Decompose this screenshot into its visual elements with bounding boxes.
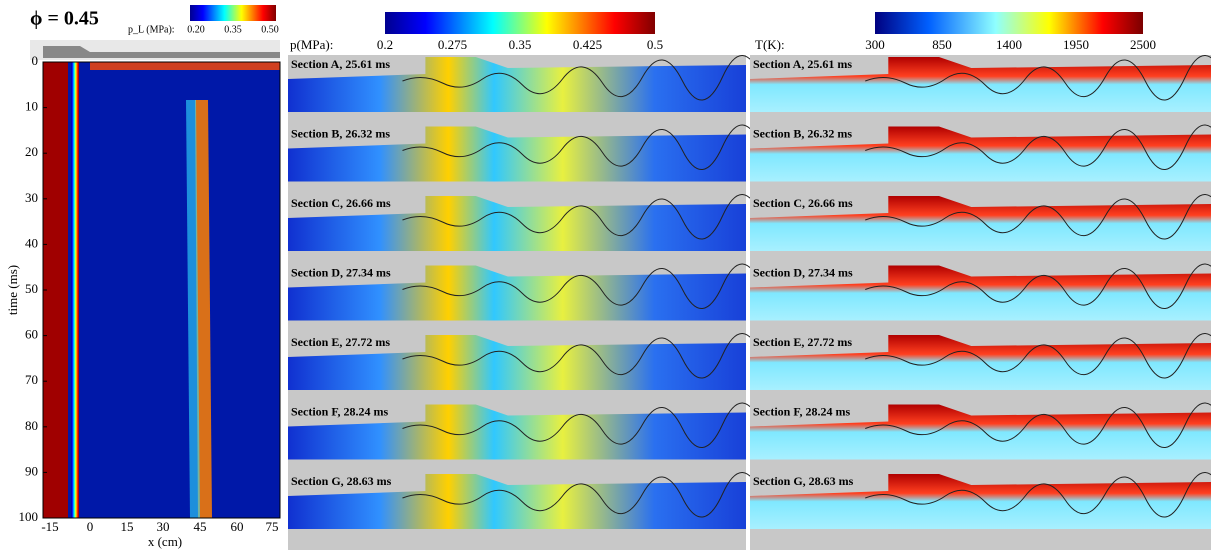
x-tick-label: 30 xyxy=(157,519,170,534)
panel-title: ϕ = 0.45 xyxy=(30,8,99,30)
section-label: Section G, 28.63 ms xyxy=(753,474,854,488)
y-tick-label: 40 xyxy=(25,235,38,250)
section-label: Section B, 26.32 ms xyxy=(753,126,852,140)
y-axis-label: time (ms) xyxy=(5,265,20,315)
colorbar-tick-label: 0.20 xyxy=(187,24,205,35)
x-tick-label: -15 xyxy=(41,519,58,534)
section-label: Section F, 28.24 ms xyxy=(753,404,851,418)
colorbar-tick-label: 0.425 xyxy=(573,37,602,52)
colorbar-tick-label: 0.2 xyxy=(377,37,393,52)
section-label: Section E, 27.72 ms xyxy=(753,335,852,349)
figure: ϕ = 0.45 p_L (MPa): time (ms) x (cm) p(M… xyxy=(0,0,1211,550)
colorbar-tick-label: 0.35 xyxy=(509,37,532,52)
y-tick-label: 70 xyxy=(25,372,38,387)
section-label: Section F, 28.24 ms xyxy=(291,404,389,418)
section-label: Section A, 25.61 ms xyxy=(753,57,852,71)
y-tick-label: 0 xyxy=(32,53,39,68)
section-label: Section E, 27.72 ms xyxy=(291,335,390,349)
section-label: Section B, 26.32 ms xyxy=(291,126,390,140)
separator xyxy=(748,0,750,550)
y-tick-label: 50 xyxy=(25,281,38,296)
colorbar-label: p(MPa): xyxy=(290,37,333,52)
colorbar-tick-label: 1400 xyxy=(996,37,1022,52)
section-label: Section C, 26.66 ms xyxy=(291,196,391,210)
xt-top xyxy=(90,62,280,70)
colorbar-tick-label: 0.275 xyxy=(438,37,467,52)
y-tick-label: 30 xyxy=(25,190,38,205)
colorbar-tick-label: 2500 xyxy=(1130,37,1156,52)
xt-band xyxy=(71,62,79,518)
colorbar-label: p_L (MPa): xyxy=(128,24,175,35)
y-tick-label: 10 xyxy=(25,99,38,114)
colorbar-tick-label: 0.50 xyxy=(261,24,279,35)
section-label: Section D, 27.34 ms xyxy=(753,265,853,279)
colorbar-label: T(K): xyxy=(755,37,785,52)
x-tick-label: 75 xyxy=(266,519,279,534)
y-tick-label: 80 xyxy=(25,418,38,433)
x-tick-label: 15 xyxy=(121,519,134,534)
x-tick-label: 45 xyxy=(194,519,207,534)
section-label: Section C, 26.66 ms xyxy=(753,196,853,210)
section-label: Section G, 28.63 ms xyxy=(291,474,392,488)
colorbar xyxy=(875,12,1143,34)
colorbar-tick-label: 0.35 xyxy=(224,24,242,35)
section-label: Section D, 27.34 ms xyxy=(291,265,391,279)
colorbar xyxy=(190,5,276,21)
y-tick-label: 60 xyxy=(25,327,38,342)
y-tick-label: 20 xyxy=(25,144,38,159)
x-tick-label: 60 xyxy=(231,519,244,534)
y-tick-label: 100 xyxy=(19,509,39,524)
x-axis-label: x (cm) xyxy=(148,534,182,549)
separator xyxy=(286,0,288,550)
colorbar-tick-label: 0.5 xyxy=(647,37,663,52)
colorbar-tick-label: 850 xyxy=(932,37,952,52)
x-tick-label: 0 xyxy=(87,519,94,534)
colorbar-tick-label: 300 xyxy=(865,37,885,52)
section-label: Section A, 25.61 ms xyxy=(291,57,390,71)
colorbar-tick-label: 1950 xyxy=(1063,37,1089,52)
colorbar xyxy=(385,12,655,34)
y-tick-label: 90 xyxy=(25,463,38,478)
